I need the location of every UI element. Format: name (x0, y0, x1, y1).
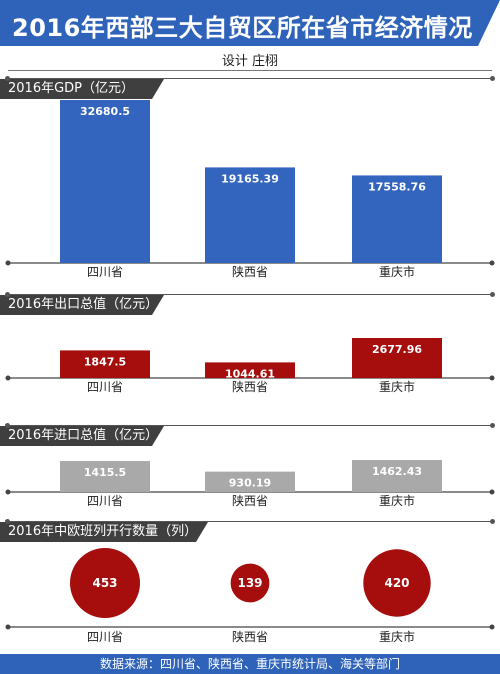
chart-3-value-label-2: 420 (384, 576, 409, 590)
page-title: 2016年西部三大自贸区所在省市经济情况 (12, 14, 473, 42)
chart-3-category-label-1: 陕西省 (232, 629, 268, 644)
chart-1-value-label-2: 2677.96 (372, 343, 422, 356)
chart-1-axis-dot-right (489, 375, 495, 381)
chart-1-value-label-1: 1044.61 (225, 367, 275, 380)
chart-1-axis-dot-left (5, 375, 11, 381)
source-footer: 数据来源：四川省、陕西省、重庆市统计局、海关等部门 (0, 654, 500, 674)
chart-0-value-label-0: 32680.5 (80, 105, 130, 118)
export-section-title: 2016年出口总值（亿元） (0, 295, 164, 315)
chart-3-axis-dot-left (5, 624, 11, 630)
chart-3-bubble-2 (363, 549, 431, 617)
chart-1-category-label-1: 陕西省 (232, 379, 268, 394)
chart-0-bar-0 (60, 100, 150, 263)
import-top-line (5, 423, 495, 428)
chart-0-bar-1 (205, 167, 295, 263)
chart-3-axis-dot-right (489, 624, 495, 630)
chart-2-value-label-2: 1462.43 (372, 465, 422, 478)
chart-0-category-label-0: 四川省 (87, 265, 123, 279)
chart-1-bar-1 (205, 362, 295, 378)
train-section-title: 2016年中欧班列开行数量（列） (0, 522, 208, 542)
chart-0-axis-dot-right (489, 260, 495, 266)
chart-2-value-label-0: 1415.5 (84, 466, 126, 479)
chart-2-bar-1 (205, 471, 295, 492)
designer-credit: 设计 庄栩 (221, 54, 279, 69)
chart-1-bar-2 (352, 338, 442, 378)
chart-3-category-label-2: 重庆市 (379, 629, 415, 644)
designer-row: 设计 庄栩 (0, 46, 500, 74)
gdp-section-title: 2016年GDP（亿元） (0, 79, 164, 99)
chart-3-value-label-0: 453 (92, 576, 117, 590)
chart-3-bubble-0 (70, 548, 140, 618)
chart-0-value-label-2: 17558.76 (368, 180, 426, 193)
title-banner: 2016年西部三大自贸区所在省市经济情况 (0, 0, 500, 46)
chart-2-value-label-1: 930.19 (229, 477, 271, 490)
chart-0-category-label-2: 重庆市 (379, 264, 415, 279)
chart-3-category-label-0: 四川省 (87, 630, 123, 644)
export-top-line (5, 292, 495, 297)
import-section-title: 2016年进口总值（亿元） (0, 426, 164, 446)
chart-0-axis-dot-left (5, 260, 11, 266)
train-top-line (5, 519, 495, 524)
chart-2-bar-0 (60, 461, 150, 492)
chart-3-bubble-1 (230, 563, 270, 603)
chart-0-bar-2 (352, 175, 442, 263)
chart-2-axis-dot-right (489, 489, 495, 495)
gdp-top-line (5, 76, 495, 81)
chart-1-value-label-0: 1847.5 (84, 355, 126, 368)
chart-0-value-label-1: 19165.39 (221, 172, 279, 185)
chart-3-value-label-1: 139 (237, 576, 262, 590)
designer-divider (8, 70, 492, 71)
chart-0-category-label-1: 陕西省 (232, 264, 268, 279)
chart-2-bar-2 (352, 460, 442, 492)
chart-2-axis-dot-left (5, 489, 11, 495)
chart-2-category-label-1: 陕西省 (232, 493, 268, 508)
chart-1-category-label-0: 四川省 (87, 380, 123, 394)
chart-1-category-label-2: 重庆市 (379, 379, 415, 394)
chart-2-category-label-2: 重庆市 (379, 493, 415, 508)
chart-2-category-label-0: 四川省 (87, 494, 123, 508)
chart-1-bar-0 (60, 350, 150, 378)
